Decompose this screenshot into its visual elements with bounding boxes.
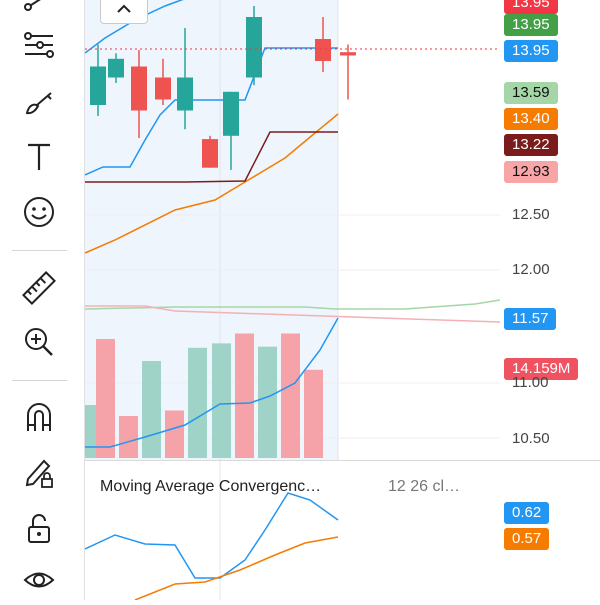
- brush-icon[interactable]: [14, 82, 64, 126]
- volume-label: 14.159M: [504, 358, 579, 380]
- volume-bar: [142, 361, 161, 458]
- candle-body: [223, 91, 239, 136]
- chart-canvas[interactable]: [84, 0, 501, 601]
- candle-body: [90, 66, 106, 105]
- candle-body: [108, 58, 124, 78]
- volume-bar: [235, 333, 254, 458]
- price-label-high: 13.95: [504, 0, 558, 14]
- candle-body: [246, 17, 262, 78]
- price-label-brown: 13.22: [504, 134, 558, 156]
- pane-divider: [85, 460, 600, 461]
- fib-tool-icon[interactable]: [14, 24, 64, 68]
- price-label-light-green: 13.59: [504, 82, 558, 104]
- macd-value-label: 0.62: [504, 502, 550, 524]
- unlock-icon[interactable]: [14, 506, 64, 550]
- volume-bar: [281, 333, 300, 458]
- volume-layer: [85, 333, 323, 458]
- macd-line: [84, 492, 339, 579]
- toolbar-separator: [12, 250, 67, 251]
- macd-signal-line: [134, 536, 339, 601]
- text-tool-icon[interactable]: [14, 135, 64, 179]
- chart-area[interactable]: [84, 0, 501, 601]
- candle-body: [131, 66, 147, 111]
- obv-line: [85, 317, 339, 448]
- price-tick: 10.50: [512, 430, 550, 447]
- candle-body: [340, 52, 356, 56]
- macd-indicator-params: 12 26 cl…: [388, 478, 461, 495]
- volume-bar: [258, 346, 277, 458]
- price-tick: 12.50: [512, 206, 550, 223]
- volume-bar: [212, 343, 231, 458]
- volume-bar: [304, 369, 323, 458]
- drawing-toolbar: [0, 0, 68, 600]
- lock-drawings-icon[interactable]: [14, 450, 64, 494]
- volume-ma-line: [84, 299, 501, 310]
- magnet-icon[interactable]: [14, 396, 64, 440]
- zoom-in-icon[interactable]: [14, 320, 64, 364]
- macd-indicator-title[interactable]: Moving Average Convergenc…: [100, 478, 322, 495]
- volume-ma-line-2: [85, 305, 501, 323]
- line-tool-icon[interactable]: [14, 0, 64, 22]
- ma-brown-line: [85, 131, 338, 183]
- chevron-up-icon: [117, 4, 131, 13]
- candle-body: [202, 139, 218, 168]
- ma-orange-line: [84, 113, 339, 254]
- price-label-obv: 11.57: [504, 308, 557, 330]
- emoji-icon[interactable]: [14, 190, 64, 234]
- price-label-orange: 13.40: [504, 108, 558, 130]
- candle-body: [177, 77, 193, 111]
- collapse-button[interactable]: [100, 0, 148, 24]
- price-label-green: 13.95: [504, 14, 558, 36]
- volume-bar: [165, 410, 184, 458]
- toolbar-divider: [84, 0, 85, 600]
- candle-body: [315, 39, 331, 61]
- volume-bar: [96, 339, 115, 458]
- price-label-pink: 12.93: [504, 161, 558, 183]
- candle-body: [155, 77, 171, 100]
- toolbar-separator: [12, 380, 67, 381]
- price-label-last: 13.95: [504, 40, 558, 62]
- ruler-icon[interactable]: [14, 266, 64, 310]
- eye-icon[interactable]: [14, 558, 64, 602]
- candle-layer: [90, 6, 356, 170]
- macd-signal-label: 0.57: [504, 528, 550, 550]
- price-tick: 11.00: [512, 374, 549, 391]
- volume-bar: [188, 347, 207, 458]
- volume-bar: [119, 416, 138, 458]
- ma-blue-upper-line: [84, 0, 184, 54]
- price-tick: 12.00: [512, 261, 550, 278]
